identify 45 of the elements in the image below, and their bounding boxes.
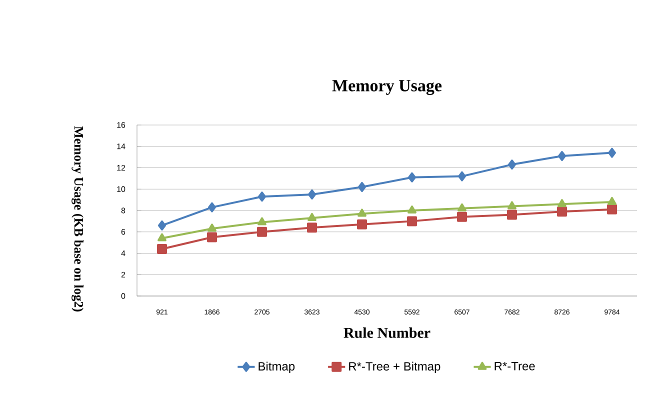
point	[308, 189, 316, 200]
point	[607, 204, 618, 214]
point	[257, 226, 267, 237]
y-tick-label: 6	[121, 229, 126, 235]
y-axis-title: Memory Usage (KB base on log2)	[72, 126, 84, 312]
point	[208, 202, 216, 212]
legend-label: Bitmap	[258, 362, 295, 373]
point	[358, 208, 366, 217]
point	[558, 199, 566, 208]
y-tick-label: 14	[117, 144, 126, 150]
point	[557, 206, 567, 217]
point	[207, 232, 217, 242]
point	[458, 171, 466, 182]
point	[408, 172, 416, 182]
y-tick-label: 0	[121, 293, 126, 299]
point	[457, 212, 468, 222]
point	[208, 224, 216, 232]
point	[508, 160, 516, 170]
x-axis-title: Rule Number	[344, 327, 430, 338]
legend-label: R*-Tree + Bitmap	[349, 362, 440, 373]
point	[358, 182, 366, 192]
y-tick-label: 2	[121, 272, 126, 278]
point	[508, 201, 516, 210]
point	[157, 244, 167, 254]
y-tick-label: 8	[121, 208, 126, 214]
point	[307, 222, 318, 233]
point	[258, 217, 266, 226]
point	[608, 196, 616, 205]
point	[608, 148, 616, 158]
point	[258, 192, 266, 202]
point	[357, 219, 367, 230]
y-tick-label: 10	[117, 186, 126, 192]
point	[408, 206, 416, 214]
point	[308, 212, 316, 221]
point	[558, 150, 566, 161]
point	[158, 233, 166, 242]
chart-title: Memory Usage	[332, 80, 442, 95]
point	[407, 216, 417, 226]
y-tick-label: 16	[117, 122, 126, 128]
y-tick-label: 12	[117, 164, 126, 171]
point	[158, 220, 166, 230]
point	[507, 210, 517, 220]
y-tick-label: 4	[121, 250, 126, 256]
point	[458, 203, 466, 212]
legend-label: R*-Tree	[494, 362, 535, 370]
